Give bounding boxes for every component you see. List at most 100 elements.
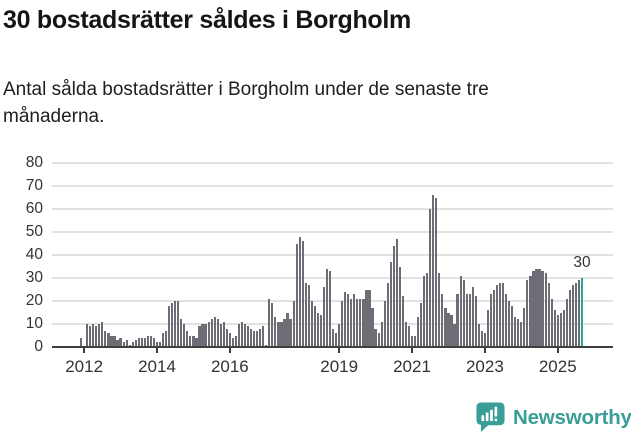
bar	[310, 301, 313, 347]
bar	[386, 282, 389, 347]
bar	[480, 330, 483, 347]
last-value-label: 30	[573, 254, 591, 271]
y-axis-label-30: 30	[25, 268, 43, 286]
bar	[547, 282, 550, 347]
bar	[404, 321, 408, 347]
bar	[189, 335, 192, 347]
bar	[553, 310, 556, 347]
bar	[277, 321, 280, 347]
bar	[489, 294, 493, 347]
bar	[204, 324, 207, 347]
bar	[495, 284, 499, 347]
x-axis-tick-2012	[83, 348, 85, 354]
x-axis-tick-2023	[484, 348, 486, 354]
bar	[523, 307, 526, 347]
bar	[80, 337, 83, 347]
bar	[210, 319, 213, 347]
bar	[262, 326, 265, 347]
bar	[180, 319, 183, 347]
bar	[174, 301, 177, 347]
bar	[535, 268, 538, 347]
bar	[295, 243, 298, 347]
bar	[335, 333, 338, 347]
bar	[514, 317, 517, 347]
bar	[101, 321, 104, 347]
bar	[471, 287, 474, 347]
gridline-20	[52, 300, 613, 302]
x-axis-tick-2014	[156, 348, 158, 354]
subtitle-line-2: månaderna.	[3, 106, 105, 127]
bar	[401, 296, 404, 347]
logo-bar-tall	[490, 409, 493, 422]
gridline-30	[52, 277, 613, 279]
bar	[538, 268, 541, 347]
bar	[577, 280, 581, 347]
bar	[131, 342, 134, 347]
bar	[517, 319, 520, 347]
bar	[152, 337, 156, 347]
bar	[137, 337, 140, 347]
bar	[171, 303, 174, 347]
bar	[410, 335, 414, 347]
bar	[271, 303, 274, 347]
bar	[316, 312, 319, 347]
bar	[474, 296, 477, 347]
bar	[268, 298, 271, 347]
bar	[107, 333, 110, 347]
bar	[250, 328, 253, 347]
bar	[155, 342, 159, 347]
bar	[240, 321, 244, 347]
bar	[556, 314, 559, 347]
bar	[389, 261, 392, 347]
bar	[186, 330, 189, 347]
bar	[301, 241, 304, 347]
bar	[289, 319, 292, 347]
bar	[322, 287, 326, 347]
bar	[416, 317, 420, 347]
bar	[92, 324, 95, 347]
bar	[304, 282, 307, 347]
logo-exclamation-dot	[494, 418, 498, 422]
bar	[465, 294, 468, 347]
bar	[356, 298, 359, 347]
bar	[498, 282, 502, 347]
bar	[441, 294, 444, 347]
x-axis-line	[52, 346, 613, 349]
bar	[392, 245, 395, 347]
bar	[341, 301, 344, 347]
logo-bar-small	[481, 415, 485, 422]
bar	[110, 335, 113, 347]
bar	[246, 326, 250, 347]
bar	[146, 335, 149, 347]
brand-name: Newsworthy	[513, 405, 631, 429]
bar	[365, 289, 368, 347]
bar	[177, 301, 180, 347]
bar	[283, 319, 286, 347]
x-axis-label-2014: 2014	[138, 357, 176, 376]
x-axis-label-2019: 2019	[320, 357, 359, 376]
bar	[468, 294, 471, 347]
bar	[274, 317, 277, 347]
bar	[505, 294, 508, 347]
bar	[362, 298, 365, 347]
bar	[307, 284, 310, 347]
bar	[86, 324, 89, 347]
bar	[195, 337, 198, 347]
bar	[165, 330, 168, 347]
bar	[128, 344, 131, 347]
bar	[398, 266, 401, 347]
bar	[213, 317, 216, 347]
bar	[140, 337, 143, 347]
bar	[259, 328, 262, 347]
bar	[368, 289, 371, 347]
bar	[544, 273, 547, 347]
bar	[331, 328, 335, 347]
bar	[237, 324, 241, 347]
logo-exclamation-stem	[494, 406, 498, 417]
bar	[559, 312, 562, 347]
bar	[216, 319, 219, 347]
x-axis-tick-2021	[411, 348, 413, 354]
bar	[231, 337, 234, 347]
bar	[183, 324, 186, 347]
